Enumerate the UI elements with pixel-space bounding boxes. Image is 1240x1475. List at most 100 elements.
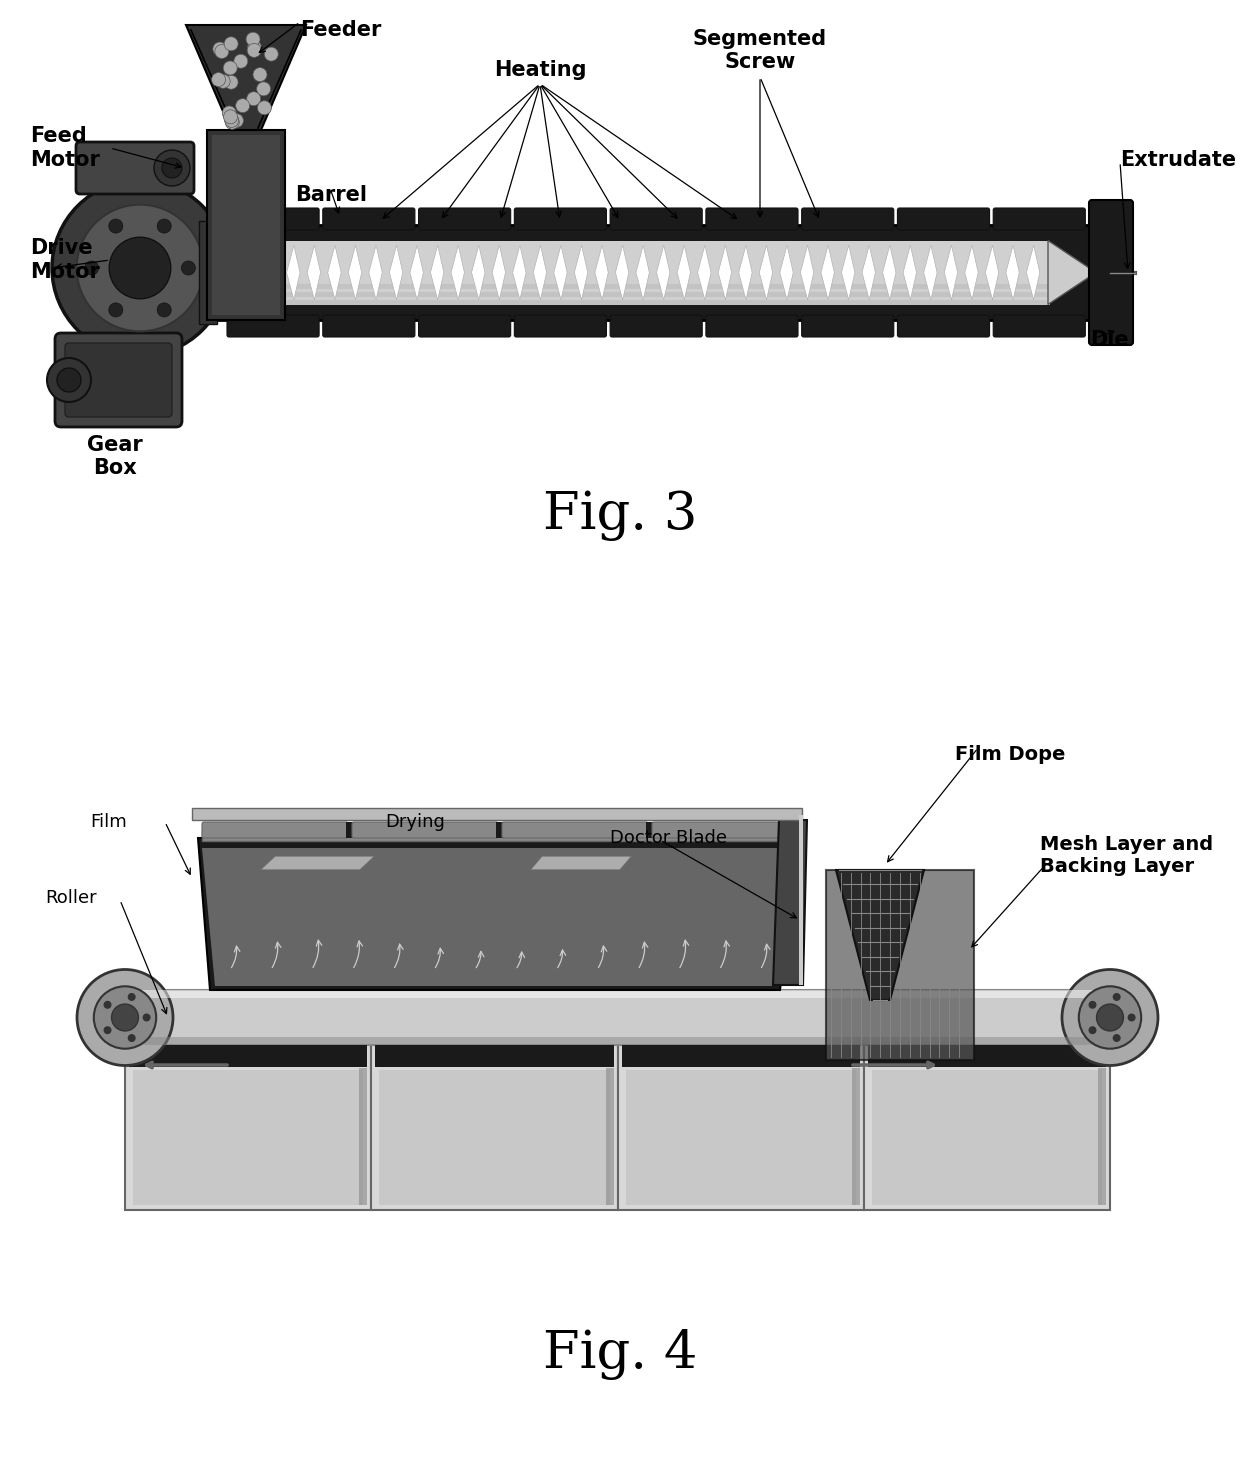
Circle shape — [1096, 1004, 1123, 1031]
Circle shape — [128, 1034, 135, 1041]
Circle shape — [226, 115, 239, 130]
Circle shape — [222, 106, 237, 119]
FancyBboxPatch shape — [898, 208, 990, 230]
Circle shape — [234, 55, 248, 68]
Polygon shape — [430, 245, 444, 299]
Text: Film: Film — [91, 813, 126, 830]
FancyBboxPatch shape — [802, 208, 894, 230]
Circle shape — [157, 220, 171, 233]
Circle shape — [77, 969, 174, 1065]
Text: Heating: Heating — [494, 60, 587, 80]
FancyBboxPatch shape — [515, 316, 606, 336]
Polygon shape — [1006, 245, 1019, 299]
Text: Feeder: Feeder — [300, 21, 382, 40]
Circle shape — [246, 32, 260, 46]
Circle shape — [224, 114, 238, 127]
Bar — [799, 816, 804, 985]
Circle shape — [109, 237, 171, 299]
Polygon shape — [308, 245, 321, 299]
Polygon shape — [260, 855, 374, 870]
Text: Die: Die — [1090, 330, 1128, 350]
Bar — [125, 1044, 371, 1210]
Polygon shape — [224, 245, 238, 299]
Circle shape — [253, 68, 267, 81]
Circle shape — [247, 43, 262, 58]
Circle shape — [154, 150, 190, 186]
Polygon shape — [924, 245, 937, 299]
FancyBboxPatch shape — [419, 316, 511, 336]
Bar — [125, 990, 1110, 999]
Polygon shape — [1048, 240, 1096, 304]
Text: Drying: Drying — [386, 813, 445, 830]
Circle shape — [248, 40, 262, 55]
FancyBboxPatch shape — [227, 208, 319, 230]
Polygon shape — [512, 245, 526, 299]
Bar — [125, 1037, 1110, 1044]
Circle shape — [247, 91, 260, 106]
Bar — [198, 221, 217, 324]
Circle shape — [1112, 993, 1121, 1002]
Circle shape — [223, 109, 238, 124]
Polygon shape — [267, 245, 279, 299]
FancyBboxPatch shape — [706, 208, 799, 230]
Text: Fig. 4: Fig. 4 — [543, 1329, 697, 1381]
Bar — [360, 1068, 367, 1205]
FancyBboxPatch shape — [706, 316, 799, 336]
Polygon shape — [595, 245, 609, 299]
Polygon shape — [554, 245, 567, 299]
Bar — [1097, 1068, 1106, 1205]
Text: Drive
Motor: Drive Motor — [30, 239, 100, 282]
Polygon shape — [780, 245, 794, 299]
Circle shape — [229, 114, 243, 127]
FancyBboxPatch shape — [1089, 201, 1133, 345]
Polygon shape — [836, 870, 924, 1000]
Circle shape — [1061, 969, 1158, 1065]
Circle shape — [224, 75, 238, 88]
Polygon shape — [862, 245, 875, 299]
Bar — [133, 1069, 363, 1205]
Bar — [872, 1069, 1102, 1205]
Polygon shape — [389, 245, 403, 299]
Polygon shape — [451, 245, 465, 299]
Polygon shape — [529, 855, 632, 870]
Text: Roller: Roller — [45, 889, 97, 907]
Text: Extrudate: Extrudate — [1120, 150, 1236, 170]
Bar — [376, 1044, 614, 1066]
Bar — [864, 1044, 1110, 1210]
Polygon shape — [944, 245, 957, 299]
Bar — [129, 1044, 367, 1066]
Bar — [223, 240, 1050, 304]
FancyBboxPatch shape — [64, 344, 172, 417]
Polygon shape — [986, 245, 998, 299]
Text: Barrel: Barrel — [295, 184, 367, 205]
Polygon shape — [202, 848, 794, 985]
FancyBboxPatch shape — [610, 316, 702, 336]
Circle shape — [215, 44, 229, 59]
Circle shape — [47, 358, 91, 403]
Bar — [796, 822, 804, 838]
FancyBboxPatch shape — [202, 822, 348, 838]
Polygon shape — [574, 245, 588, 299]
FancyBboxPatch shape — [802, 316, 894, 336]
Polygon shape — [368, 245, 382, 299]
FancyBboxPatch shape — [76, 142, 193, 195]
Polygon shape — [410, 245, 423, 299]
FancyBboxPatch shape — [55, 333, 182, 426]
Circle shape — [109, 220, 123, 233]
Polygon shape — [826, 870, 973, 1061]
Polygon shape — [192, 808, 802, 820]
Polygon shape — [636, 245, 650, 299]
Bar — [212, 136, 280, 316]
Circle shape — [212, 72, 226, 87]
FancyBboxPatch shape — [610, 208, 702, 230]
Bar — [496, 822, 503, 838]
Circle shape — [1079, 987, 1141, 1049]
Circle shape — [236, 99, 249, 112]
Polygon shape — [186, 25, 306, 130]
Polygon shape — [903, 245, 916, 299]
Text: Fig. 3: Fig. 3 — [543, 490, 697, 541]
Circle shape — [143, 1013, 150, 1022]
Circle shape — [109, 302, 123, 317]
Circle shape — [57, 367, 81, 392]
FancyBboxPatch shape — [898, 316, 990, 336]
